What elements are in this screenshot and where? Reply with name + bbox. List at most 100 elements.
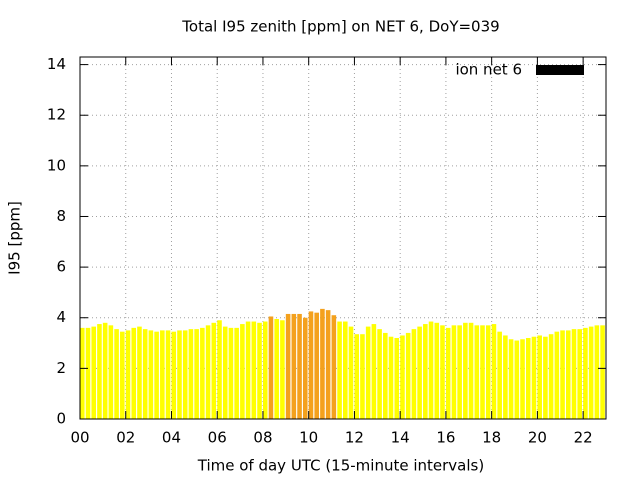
bar [440, 325, 445, 419]
bar [297, 313, 302, 419]
bar [463, 322, 468, 419]
legend-label: ion net 6 [455, 61, 522, 79]
bar [114, 329, 119, 419]
x-tick-label: 04 [162, 429, 181, 447]
x-tick-label: 10 [299, 429, 318, 447]
bar [537, 335, 542, 419]
bar [365, 326, 371, 419]
y-tick-label: 0 [56, 410, 66, 428]
bar [474, 325, 480, 419]
y-tick-label: 14 [47, 55, 66, 73]
x-tick-label: 22 [574, 429, 593, 447]
bar [388, 336, 394, 419]
x-tick-label: 08 [253, 429, 272, 447]
bar [480, 325, 485, 419]
bar [302, 317, 308, 419]
y-tick-label: 4 [56, 308, 66, 326]
bar [291, 313, 297, 419]
x-tick-label: 06 [208, 429, 227, 447]
bar [125, 330, 131, 419]
x-tick-label: 00 [70, 429, 89, 447]
bar [205, 325, 211, 419]
bar [194, 329, 199, 419]
bar [102, 322, 108, 419]
bar [354, 334, 360, 419]
bar [371, 324, 377, 419]
bar [377, 329, 382, 419]
plot-frame [79, 56, 607, 420]
y-tick-label: 12 [47, 106, 66, 124]
bar [308, 311, 314, 419]
bar [600, 325, 605, 419]
bar [320, 308, 325, 419]
bar [160, 330, 165, 419]
bar [251, 321, 257, 419]
bar [177, 330, 182, 419]
bar [285, 313, 291, 419]
bar [434, 322, 440, 419]
bar [154, 331, 159, 419]
x-tick-label: 20 [528, 429, 547, 447]
bar [491, 324, 497, 419]
bar [142, 329, 148, 419]
bar [400, 335, 405, 419]
bar [428, 321, 434, 419]
x-tick-label: 18 [482, 429, 501, 447]
bar [188, 329, 194, 419]
bar [445, 327, 451, 419]
bar [257, 322, 262, 419]
bar [583, 327, 588, 419]
bar [548, 334, 554, 419]
bar [91, 326, 97, 419]
bar [120, 331, 125, 419]
bar [360, 334, 365, 419]
grid [79, 57, 606, 420]
bar [97, 324, 102, 419]
bar [137, 326, 142, 419]
bar [80, 327, 85, 419]
bar [217, 320, 222, 419]
bar [331, 315, 337, 419]
x-tick-label: 12 [345, 429, 364, 447]
bar [240, 324, 245, 419]
bar [411, 329, 417, 419]
bar [531, 336, 537, 419]
bar [85, 327, 91, 419]
bar [503, 335, 508, 419]
y-tick-label: 10 [47, 156, 66, 174]
y-tick-label: 6 [56, 258, 66, 276]
bar [565, 330, 571, 419]
bar [508, 339, 514, 419]
bar [211, 322, 217, 419]
bar [514, 340, 520, 419]
bar [280, 320, 285, 419]
bar [343, 321, 348, 419]
bar [200, 327, 205, 419]
y-tick-label: 2 [56, 359, 66, 377]
bar [262, 321, 268, 419]
bar [228, 327, 234, 419]
bar [571, 329, 577, 419]
bar [394, 337, 400, 419]
bar [520, 339, 525, 419]
bar [383, 332, 388, 419]
bar [554, 331, 560, 419]
bar [268, 316, 274, 419]
bar [171, 331, 177, 419]
bar [405, 332, 411, 419]
legend-swatch [536, 65, 584, 75]
x-axis-label: Time of day UTC (15-minute intervals) [197, 457, 484, 475]
bar [165, 330, 171, 419]
bar [337, 321, 342, 419]
bar [131, 327, 137, 419]
bar [314, 312, 319, 419]
x-tick-label: 02 [116, 429, 135, 447]
bar [417, 326, 422, 419]
bar [245, 321, 251, 419]
bars [80, 308, 605, 419]
bar [234, 327, 239, 419]
bar [325, 310, 331, 419]
bar [457, 325, 462, 419]
bar [108, 325, 114, 419]
